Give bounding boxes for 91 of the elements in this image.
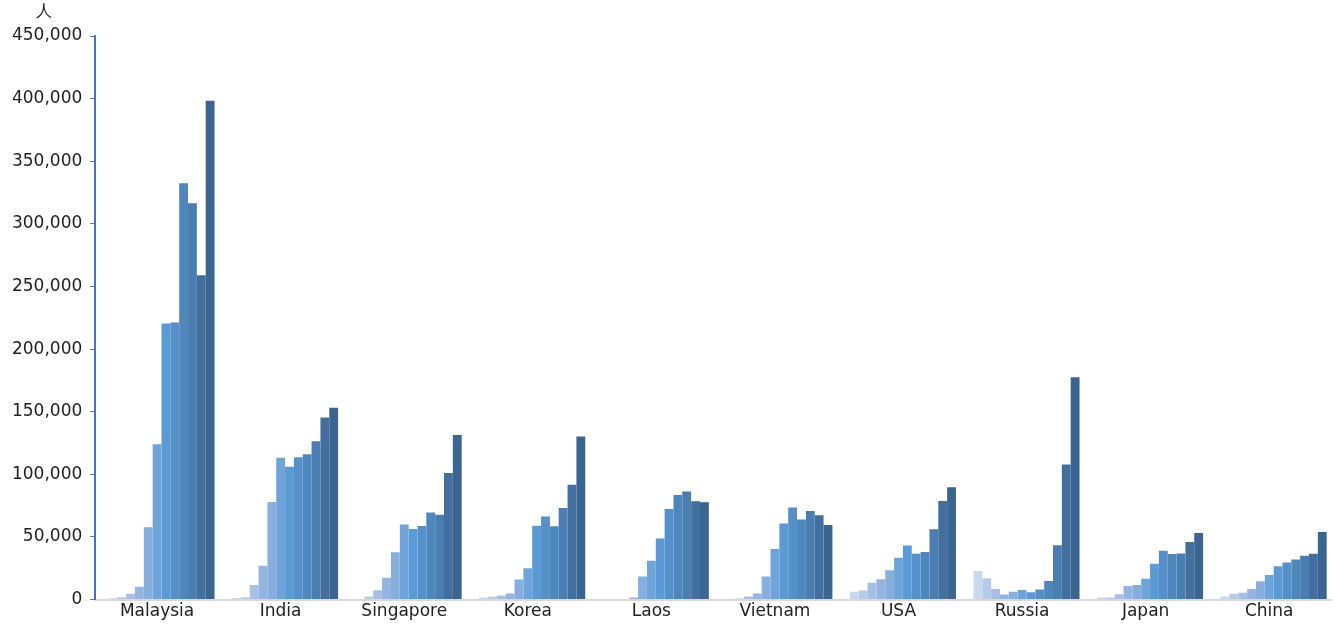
bar: [761, 576, 771, 600]
bar: [1017, 590, 1027, 600]
bar: [894, 557, 903, 600]
bar: [1132, 585, 1142, 600]
bar: [770, 548, 780, 600]
bar: [973, 570, 983, 600]
x-tick-label: Laos: [631, 600, 672, 621]
bar: [285, 466, 294, 600]
bar: [752, 593, 762, 600]
bar: [196, 275, 206, 600]
bar: [991, 589, 1000, 600]
bar: [1114, 594, 1124, 600]
y-tick-label: 400,000: [11, 87, 83, 108]
bar: [1185, 542, 1195, 600]
bar: [382, 577, 391, 600]
y-axis-title: 人: [36, 1, 52, 21]
bar: [947, 487, 956, 600]
bar: [143, 527, 153, 600]
bar: [373, 590, 383, 600]
bar: [902, 545, 912, 600]
bar: [1255, 581, 1265, 600]
x-tick-label: Russia: [994, 600, 1050, 621]
bar: [444, 473, 453, 600]
bar: [876, 579, 886, 600]
bar: [567, 484, 577, 600]
y-tick-label: 450,000: [11, 24, 83, 45]
bar: [205, 100, 215, 600]
y-tick-label: 300,000: [11, 212, 83, 233]
bar: [858, 590, 868, 600]
bar: [161, 323, 171, 600]
y-tick-label: 200,000: [11, 337, 83, 358]
bar: [488, 596, 497, 600]
y-tick-label: 350,000: [11, 149, 83, 170]
bar: [134, 586, 144, 600]
bar: [390, 552, 400, 600]
bar: [1264, 574, 1274, 600]
bar: [152, 444, 162, 600]
x-tick-label: India: [259, 600, 302, 621]
bar: [320, 417, 330, 600]
y-tick-label: 250,000: [11, 274, 83, 295]
bar: [646, 560, 656, 600]
bar: [1026, 592, 1036, 600]
bar: [779, 523, 789, 600]
bar: [532, 525, 542, 600]
bar: [399, 524, 409, 600]
bar: [267, 501, 277, 600]
y-tick-label: 0: [71, 588, 83, 609]
x-tick-label: Japan: [1120, 600, 1170, 621]
y-tick-label: 50,000: [22, 525, 83, 546]
bar: [885, 570, 895, 600]
bar: [1141, 578, 1151, 600]
bar: [523, 568, 533, 600]
bar: [1317, 531, 1327, 600]
bar: [126, 593, 135, 600]
x-tick-label: USA: [880, 600, 917, 621]
bar: [576, 436, 586, 600]
bar: [691, 501, 700, 600]
bar: [505, 593, 515, 600]
bar: [329, 407, 339, 600]
bar: [638, 576, 647, 600]
x-tick-label: Singapore: [361, 600, 448, 621]
y-tick-label: 100,000: [11, 462, 83, 483]
bar: [364, 596, 374, 600]
bar: [249, 585, 259, 600]
bar: [1150, 563, 1159, 600]
bar: [1238, 592, 1248, 600]
bar: [655, 538, 665, 600]
bar: [1061, 464, 1071, 600]
bar: [1194, 533, 1204, 600]
bar: [849, 591, 859, 600]
x-tick-label: Korea: [503, 600, 552, 621]
bar: [999, 594, 1009, 600]
bar: [408, 528, 418, 600]
x-tick-label: Malaysia: [119, 600, 195, 621]
bar: [938, 500, 948, 600]
bar: [699, 502, 709, 600]
bar: [814, 515, 824, 600]
bar: [1070, 377, 1080, 600]
bar: [1123, 586, 1133, 600]
x-tick-label: China: [1244, 600, 1294, 621]
bar: [1229, 593, 1239, 600]
bar: [1008, 591, 1018, 600]
bar: [1308, 553, 1318, 600]
bar: [1247, 589, 1256, 600]
y-tick-label: 150,000: [11, 400, 83, 421]
bar: [1273, 566, 1283, 600]
bar: [276, 457, 286, 600]
bar: [982, 578, 992, 600]
bar: [823, 524, 833, 600]
x-tick-label: Vietnam: [739, 600, 811, 621]
bar: [452, 435, 462, 600]
